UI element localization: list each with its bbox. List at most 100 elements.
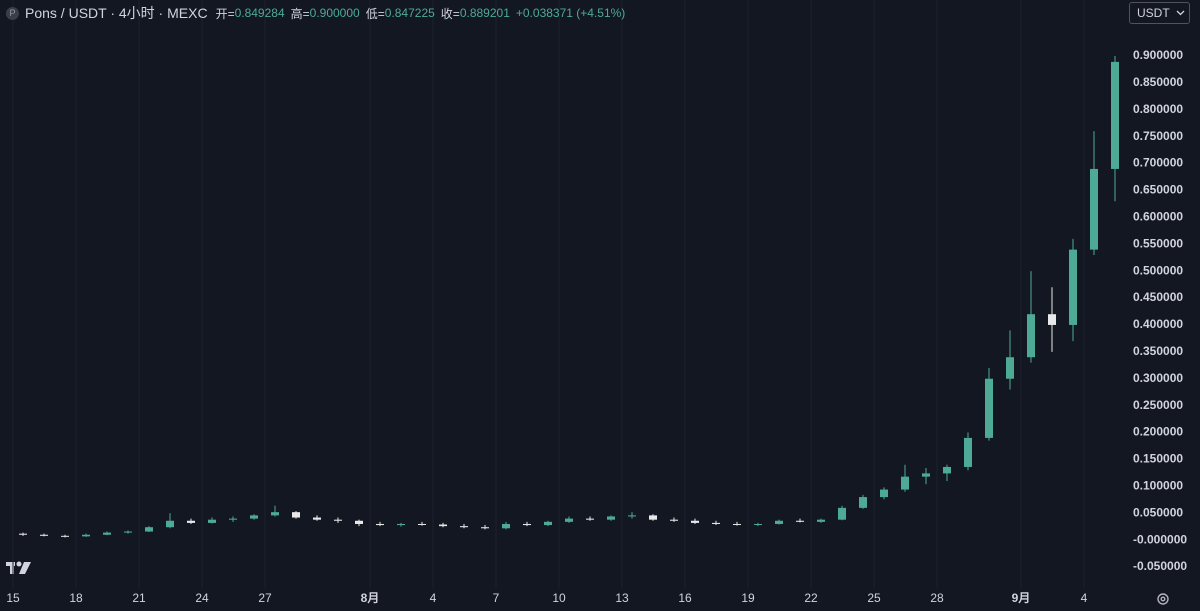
candle-body [271, 512, 279, 516]
y-tick-label: 0.800000 [1133, 102, 1183, 116]
candle-body [481, 527, 489, 529]
grid [12, 0, 1085, 588]
chevron [1176, 10, 1185, 16]
candle-body [1111, 61, 1119, 169]
candle-body [901, 476, 909, 490]
y-tick-label: -0.050000 [1133, 559, 1187, 573]
candle-body [922, 473, 930, 477]
currency-label: USDT [1137, 6, 1170, 20]
x-tick-label: 4 [430, 591, 437, 605]
open-value: 0.849284 [234, 6, 285, 20]
x-tick-label: 9月 [1012, 591, 1031, 605]
y-tick-label: 0.400000 [1133, 317, 1183, 331]
candle-body [943, 466, 951, 474]
candle-body [1090, 168, 1098, 250]
y-tick-label: 0.500000 [1133, 263, 1183, 277]
candle-body [61, 535, 69, 537]
candle-body [313, 517, 321, 520]
candle-body [1069, 249, 1077, 325]
candle-body [355, 520, 363, 524]
y-tick-label: 0.600000 [1133, 210, 1183, 224]
candle-body [334, 519, 342, 521]
open-label: 开= [215, 6, 235, 21]
candle-body [565, 518, 573, 522]
legend-header: P Pons / USDT · 4小时 · MEXC 开= 0.849284 高… [6, 3, 631, 23]
candle-body [82, 534, 90, 537]
x-tick-label: 7 [493, 591, 500, 605]
candle-body [187, 520, 195, 523]
y-tick-label: 0.850000 [1133, 75, 1183, 89]
low-value: 0.847225 [384, 6, 435, 20]
candle-body [1006, 357, 1014, 379]
candle-body [208, 519, 216, 523]
x-tick-label: 22 [804, 591, 818, 605]
y-tick-label: 0.150000 [1133, 452, 1183, 466]
candle-body [19, 533, 27, 535]
candle-body [523, 523, 531, 526]
candle-body [796, 520, 804, 522]
candle-body [103, 532, 111, 535]
tv-logo [6, 561, 31, 574]
candle-body [607, 516, 615, 520]
candle-body [691, 520, 699, 523]
candle-body [754, 523, 762, 525]
close-label: 收= [440, 6, 460, 21]
symbol-icon: P [6, 6, 19, 20]
candle-body [460, 526, 468, 528]
x-tick-label: 24 [195, 591, 209, 605]
x-tick-label: 8月 [361, 591, 380, 605]
candle-body [145, 527, 153, 532]
x-tick-label: 19 [741, 591, 755, 605]
candle-body [502, 523, 510, 529]
y-tick-label: -0.000000 [1133, 532, 1187, 546]
candle-body [166, 520, 174, 528]
y-tick-label: 0.050000 [1133, 505, 1183, 519]
high-value: 0.900000 [309, 6, 360, 20]
low-label: 低= [365, 6, 385, 21]
x-tick-label: 25 [867, 591, 881, 605]
y-tick-label: 0.100000 [1133, 479, 1183, 493]
candle-body [712, 522, 720, 524]
y-tick-label: 0.350000 [1133, 344, 1183, 358]
x-tick-label: 27 [258, 591, 272, 605]
candle-body [544, 521, 552, 526]
candle-body [229, 518, 237, 520]
candle-body [1048, 314, 1056, 325]
x-tick-label: 28 [930, 591, 944, 605]
candle-body [733, 523, 741, 525]
candle-body [649, 515, 657, 520]
y-tick-label: 0.700000 [1133, 156, 1183, 170]
symbol-title: Pons / USDT · 4小时 · MEXC [25, 5, 208, 21]
candle-body [586, 518, 594, 520]
candle-body [880, 489, 888, 498]
x-tick-label: 16 [678, 591, 692, 605]
y-tick-label: 0.250000 [1133, 398, 1183, 412]
settings-icon[interactable] [1157, 593, 1169, 605]
candle-body [670, 519, 678, 521]
currency-select[interactable]: USDT [1129, 2, 1190, 24]
x-tick-label: 10 [552, 591, 566, 605]
candle-body [418, 523, 426, 525]
candle-body [838, 507, 846, 520]
candle-body [124, 531, 132, 533]
candle-body [1027, 314, 1035, 358]
candle-body [40, 534, 48, 536]
x-tick-label: 13 [615, 591, 629, 605]
y-tick-label: 0.900000 [1133, 48, 1183, 62]
x-tick-label: 18 [69, 591, 83, 605]
y-tick-label: 0.200000 [1133, 425, 1183, 439]
candles [19, 55, 1119, 538]
candle-body [817, 519, 825, 522]
candle-body [859, 497, 867, 508]
candle-body [775, 520, 783, 524]
change-value: +0.038371 (+4.51%) [515, 6, 626, 20]
x-tick-label: 15 [6, 591, 20, 605]
y-tick-label: 0.300000 [1133, 371, 1183, 385]
candle-body [439, 524, 447, 527]
candle-body [292, 512, 300, 518]
candle-body [985, 378, 993, 438]
y-tick-label: 0.450000 [1133, 290, 1183, 304]
candle-body [397, 523, 405, 526]
